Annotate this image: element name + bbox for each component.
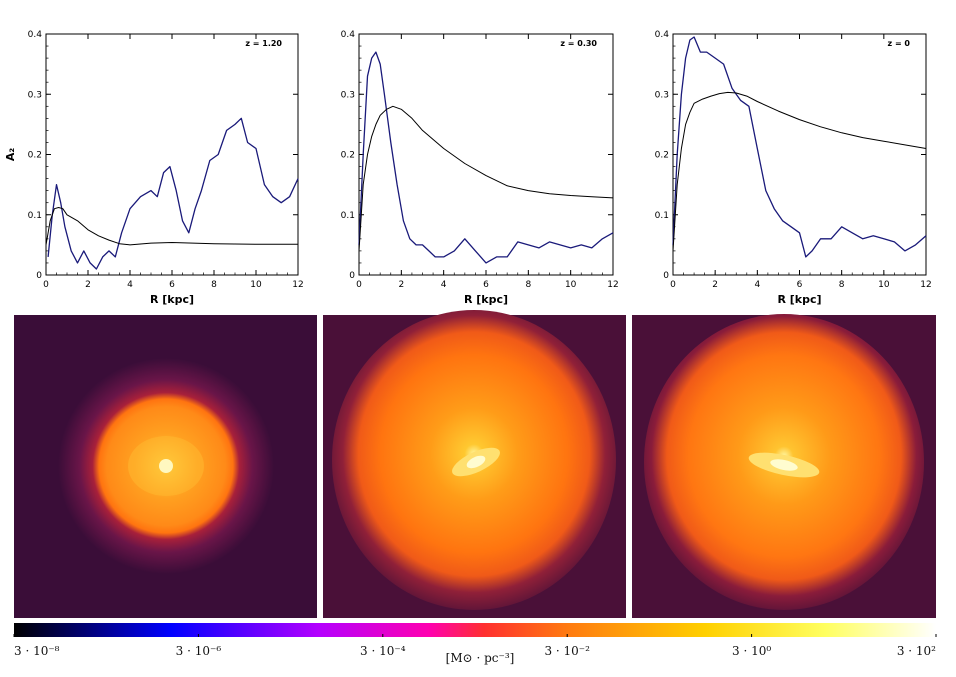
y-tick-label: 0 [349, 271, 355, 281]
x-axis-title: R [kpc] [464, 293, 508, 306]
x-tick-label: 6 [483, 280, 489, 290]
x-tick-label: 12 [607, 280, 618, 290]
y-tick-label: 0.4 [655, 30, 670, 40]
colorbar-tick-label: 3 · 10⁻² [544, 644, 590, 658]
y-tick-label: 0.4 [341, 30, 356, 40]
x-tick-label: 0 [43, 280, 49, 290]
y-tick-label: 0.2 [28, 151, 42, 161]
y-tick-label: 0.1 [341, 211, 355, 221]
y-tick-label: 0 [36, 271, 42, 281]
y-tick-label: 0.1 [655, 211, 669, 221]
x-tick-label: 8 [839, 280, 845, 290]
x-tick-label: 10 [565, 280, 577, 290]
colorbar: 3 · 10⁻⁸ 3 · 10⁻⁶ 3 · 10⁻⁴ 3 · 10⁻² 3 · 10⁰ 3… [13, 623, 937, 665]
colorbar-tick-label: 3 · 10⁻⁸ [14, 644, 60, 658]
reference-series-line [45, 207, 298, 246]
plot-frame [45, 33, 299, 276]
redshift-label: z = 0 [888, 39, 911, 48]
x-tick-label: 6 [169, 280, 175, 290]
y-tick-label: 0.2 [655, 151, 669, 161]
a2-profile-panel-z030: 0 2 4 6 8 10 12 0 0.1 0.2 0.3 0.4 R [kpc] z = 0.30 [341, 30, 619, 306]
y-tick-label: 0.4 [28, 30, 43, 40]
colorbar-unit-label: [M⊙ · pc⁻³] [446, 651, 515, 665]
x-tick-label: 10 [250, 280, 262, 290]
density-map-z030 [323, 310, 626, 618]
a2-profile-panel-z120: 0 2 4 6 8 10 12 0 0.1 0.2 0.3 0.4 R [kpc] A₂ z = 1.20 [4, 30, 304, 306]
colorbar-tick-label: 3 · 10² [897, 644, 936, 658]
a2-series-line [47, 117, 299, 270]
x-tick-label: 4 [754, 280, 760, 290]
a2-profile-panel-z0: 0 2 4 6 8 10 12 0 0.1 0.2 0.3 0.4 R [kpc] z = 0 [655, 30, 932, 306]
x-axis-title: R [kpc] [777, 293, 821, 306]
plot-frame [358, 33, 614, 276]
x-tick-label: 2 [398, 280, 404, 290]
y-tick-label: 0.2 [341, 151, 355, 161]
x-tick-label: 12 [920, 280, 931, 290]
a2-series-line [358, 51, 614, 264]
redshift-label: z = 1.20 [245, 39, 282, 48]
reference-series-line [358, 105, 614, 251]
x-tick-label: 0 [356, 280, 362, 290]
x-axis-title: R [kpc] [150, 293, 194, 306]
plot-frame [672, 33, 927, 276]
redshift-label: z = 0.30 [560, 39, 597, 48]
x-tick-label: 8 [211, 280, 217, 290]
colorbar-gradient [14, 623, 936, 637]
colorbar-tick-label: 3 · 10⁻⁴ [360, 644, 406, 658]
x-tick-label: 8 [525, 280, 531, 290]
x-tick-label: 0 [670, 280, 676, 290]
x-tick-label: 12 [292, 280, 303, 290]
colorbar-tick-label: 3 · 10⁰ [732, 644, 771, 658]
x-tick-label: 4 [441, 280, 447, 290]
x-tick-label: 6 [797, 280, 803, 290]
y-tick-label: 0 [663, 271, 669, 281]
y-tick-label: 0.3 [341, 90, 355, 100]
y-axis-title: A₂ [4, 148, 17, 162]
x-tick-label: 2 [85, 280, 91, 290]
y-tick-label: 0.3 [655, 90, 669, 100]
colorbar-tick-label: 3 · 10⁻⁶ [176, 644, 222, 658]
x-tick-label: 10 [878, 280, 890, 290]
density-map-z0 [632, 314, 936, 618]
reference-series-line [672, 91, 927, 251]
y-tick-label: 0.1 [28, 211, 42, 221]
density-map-z120 [14, 315, 317, 618]
x-tick-label: 4 [127, 280, 133, 290]
y-tick-label: 0.3 [28, 90, 42, 100]
x-tick-label: 2 [712, 280, 718, 290]
a2-series-line [672, 36, 927, 258]
